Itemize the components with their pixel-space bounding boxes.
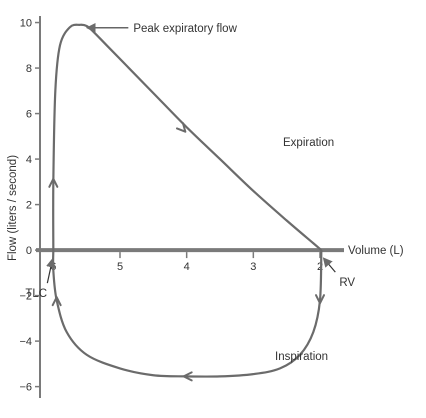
y-tick-label: 8: [26, 63, 32, 75]
series-group: [51, 23, 323, 378]
y-tick-label: −4: [19, 336, 32, 348]
inspiration-label: Inspiration: [275, 351, 328, 363]
tlc-label: TLC: [25, 288, 47, 300]
axes: [36, 16, 344, 398]
x-tick-label: 2: [317, 261, 323, 273]
y-ticks: 10 8 6 4 2 0 −2 −4 −6: [19, 18, 40, 394]
x-tick-label: 3: [250, 261, 256, 273]
x-tick-label: 5: [117, 261, 123, 273]
x-tick-label: 4: [184, 261, 190, 273]
x-axis-label: Volume (L): [348, 245, 404, 257]
rv-pointer-line: [322, 257, 336, 273]
y-tick-label: 6: [26, 109, 32, 121]
direction-arrows: [48, 122, 325, 382]
y-tick-label: −2: [19, 291, 32, 303]
peak-expiratory-flow-label: Peak expiratory flow: [133, 23, 237, 35]
direction-arrow: [182, 371, 193, 382]
y-tick-label: −6: [19, 382, 32, 394]
expiration-curve: [52, 23, 323, 251]
direction-arrow: [176, 122, 187, 133]
y-tick-label: 10: [20, 18, 32, 30]
inspiration-curve: [51, 250, 323, 378]
y-axis-label: Flow (liters / second): [7, 155, 19, 261]
direction-arrow: [51, 296, 62, 307]
y-tick-label: 0: [26, 245, 32, 257]
expiration-label: Expiration: [283, 137, 334, 149]
direction-arrow: [315, 294, 325, 305]
rv-label: RV: [339, 277, 355, 289]
y-tick-label: 4: [26, 154, 32, 166]
y-tick-label: 2: [26, 200, 32, 212]
annotations: Peak expiratory flow Expiration Inspirat…: [25, 23, 355, 363]
tlc-pointer-line: [46, 257, 56, 284]
x-ticks: 5 4 3 26: [50, 252, 323, 273]
direction-arrow: [48, 177, 59, 188]
